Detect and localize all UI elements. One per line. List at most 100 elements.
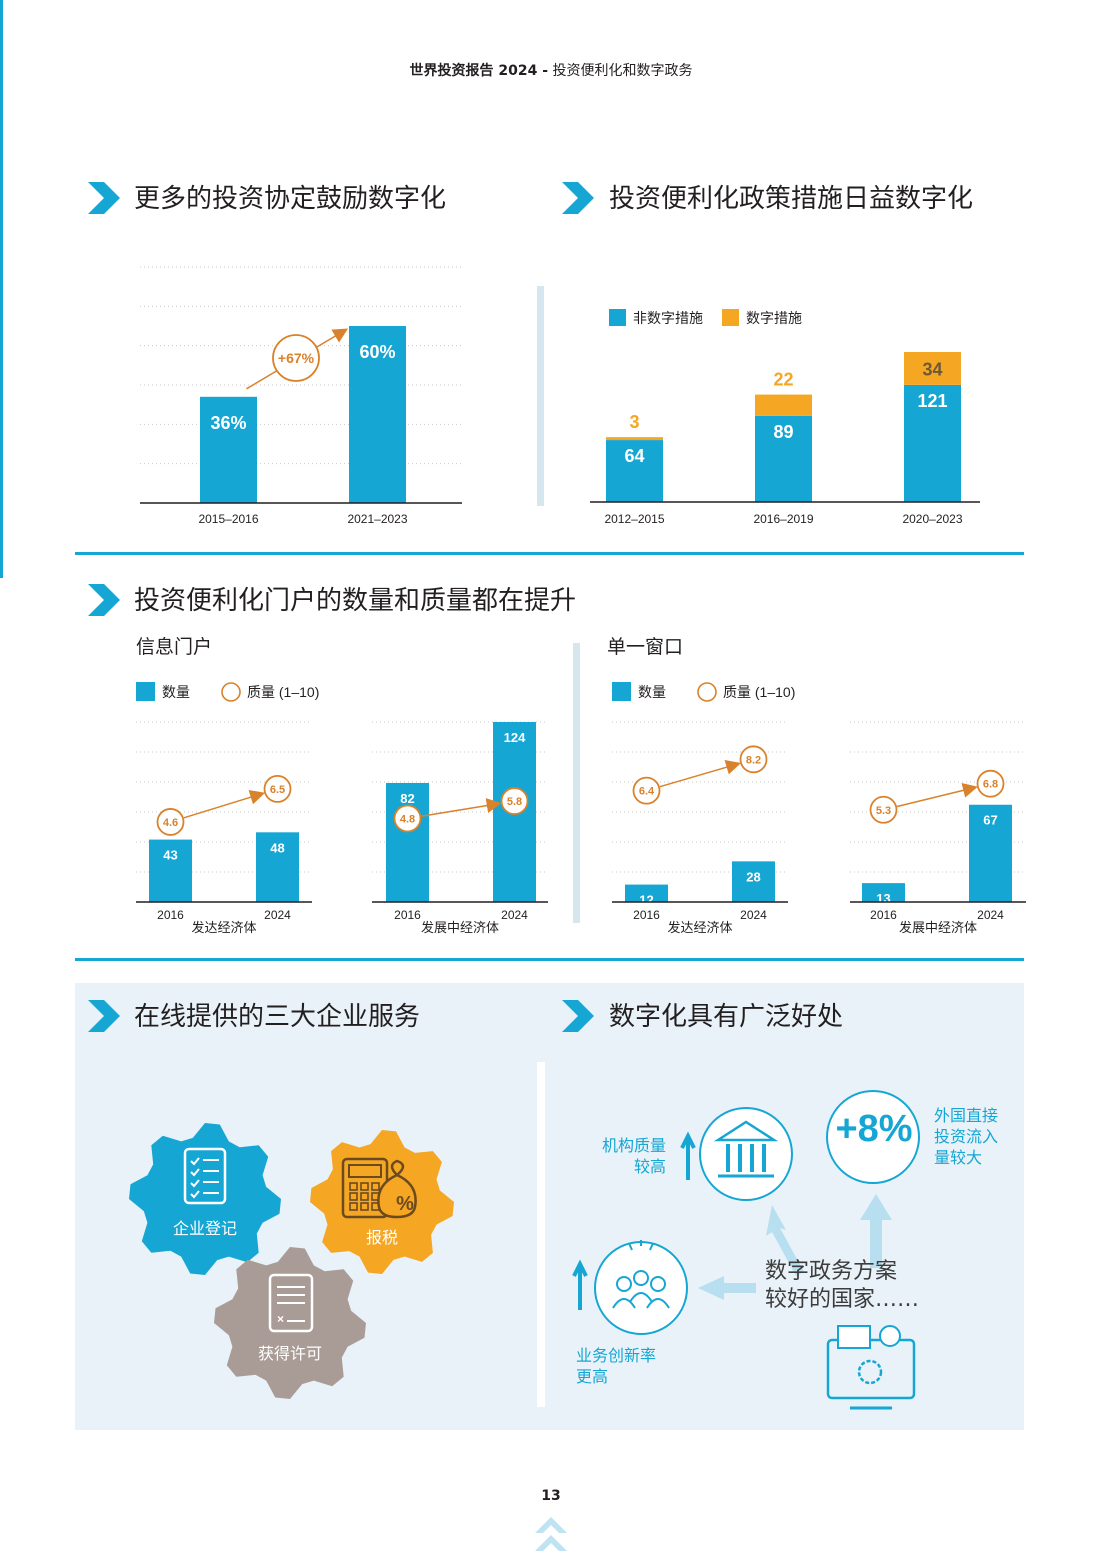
quality-value: 6.4 xyxy=(639,786,655,798)
innovation-circle xyxy=(594,1241,688,1335)
section-title-measures: 投资便利化政策措施日益数字化 xyxy=(609,184,974,214)
quality-marker xyxy=(632,776,661,805)
chevron-up-icon xyxy=(535,1517,567,1551)
service-tax-label: 报税 xyxy=(365,1228,398,1247)
check-icon xyxy=(190,1157,200,1166)
bar-count-2024 xyxy=(732,861,775,902)
bar-value-count: 82 xyxy=(400,791,414,806)
permit-document-icon xyxy=(268,1273,314,1333)
bank-roof-icon xyxy=(713,1120,779,1142)
fdi-circle xyxy=(826,1090,920,1184)
person-head-icon xyxy=(633,1270,649,1286)
bar-2015–2016 xyxy=(200,396,257,503)
bar-value-digital: 34 xyxy=(922,359,942,379)
bar-count-2016 xyxy=(625,884,668,902)
quality-marker xyxy=(393,804,422,833)
report-subtitle: 投资便利化和数字政务 xyxy=(552,63,693,79)
quality-marker xyxy=(976,769,1005,798)
section-title-portals: 投资便利化门户的数量和质量都在提升 xyxy=(134,586,577,616)
service-registration-label: 企业登记 xyxy=(172,1219,237,1238)
bar-2021–2023 xyxy=(349,326,406,503)
calculator-key xyxy=(349,1202,358,1211)
quality-value: 4.8 xyxy=(400,813,415,825)
tick-label: 2020–2023 xyxy=(902,512,962,526)
pointer-arrow-institution xyxy=(766,1205,804,1276)
legend-label-digital: 数字措施 xyxy=(746,310,802,326)
section-chevron-icon xyxy=(562,182,594,214)
tick-label: 2021–2023 xyxy=(347,512,407,526)
growth-annotation: +67% xyxy=(278,350,315,366)
legend-swatch-quality xyxy=(221,682,241,702)
bar-value-count: 13 xyxy=(876,891,890,906)
subtitle-single-window: 单一窗口 xyxy=(607,636,684,658)
bar-value-count: 67 xyxy=(983,813,997,828)
benefit-fdi-text: 外国直接 投资流入 量较大 xyxy=(934,1106,999,1167)
tick-label: 2024 xyxy=(977,908,1004,922)
calculator-key xyxy=(360,1192,369,1201)
tick-label: 2024 xyxy=(740,908,767,922)
quality-value: 6.8 xyxy=(983,779,998,791)
document-window-icon xyxy=(837,1325,871,1349)
tick-label: 2024 xyxy=(501,908,528,922)
section-chevron-icon xyxy=(88,1000,120,1032)
bar-count-2016 xyxy=(149,839,192,902)
calculator-key xyxy=(371,1182,380,1191)
clipboard-icon xyxy=(183,1147,227,1205)
section-chevron-icon xyxy=(562,1000,594,1032)
benefit-innovation-text: 业务创新率 更高 xyxy=(576,1346,657,1386)
quality-arrow xyxy=(896,783,978,808)
bar-count-2016 xyxy=(386,782,429,902)
legend-swatch-quality xyxy=(697,682,717,702)
legend-swatch-count xyxy=(612,682,631,701)
tick-label: 2016–2019 xyxy=(753,512,813,526)
vertical-separator xyxy=(573,643,580,923)
bar-value-count: 48 xyxy=(270,840,284,855)
page-edge-strip xyxy=(0,0,3,578)
money-bag-icon xyxy=(377,1159,417,1219)
services-gears: %× xyxy=(129,1123,454,1399)
page-header: 世界投资报告 2024 - 投资便利化和数字政务 xyxy=(0,60,1102,80)
quality-arrow xyxy=(183,789,266,819)
group-label: 发展中经济体 xyxy=(421,920,499,935)
person-body-icon xyxy=(646,1298,670,1309)
quality-value: 8.2 xyxy=(746,754,761,766)
group-label: 发达经济体 xyxy=(667,920,732,935)
chart-agreements: 36% 2015–2016 60% 2021–2023 +67% xyxy=(140,266,462,526)
benefit-center-text: 数字政务方案 较好的国家…… xyxy=(765,1259,920,1312)
bar-value-non-digital: 89 xyxy=(773,422,793,442)
bar-value-count: 43 xyxy=(163,848,177,863)
check-icon xyxy=(190,1168,200,1177)
person-head-icon xyxy=(616,1276,632,1292)
section-chevron-icon xyxy=(88,584,120,616)
bar-value-count: 124 xyxy=(504,730,526,745)
legend-swatch-non-digital xyxy=(609,309,626,326)
quality-arrow xyxy=(659,759,742,788)
group-label: 发展中经济体 xyxy=(899,920,977,935)
quality-marker xyxy=(263,775,292,803)
page-number: 13 xyxy=(541,1488,561,1504)
person-body-icon xyxy=(612,1298,636,1309)
quality-marker xyxy=(739,745,768,774)
tick-label: 2024 xyxy=(264,908,291,922)
tick-label: 2016 xyxy=(157,908,184,922)
tick-label: 2016 xyxy=(870,908,897,922)
gear-registration-icon-body xyxy=(143,1137,267,1261)
bar-digital-2012–2015 xyxy=(606,437,663,441)
check-icon xyxy=(190,1190,200,1199)
benefit-institution-text: 机构质量 较高 xyxy=(601,1136,666,1176)
person-head-icon xyxy=(650,1276,666,1292)
calculator-key xyxy=(349,1192,358,1201)
up-arrow-icon xyxy=(680,1131,696,1180)
growth-badge xyxy=(272,334,320,382)
quality-marker xyxy=(156,808,185,836)
bar-count-2024 xyxy=(256,832,299,902)
bulb-icon xyxy=(879,1325,901,1347)
check-icon xyxy=(190,1179,200,1188)
pointer-arrow-innovation xyxy=(698,1276,756,1300)
bar-value-count: 28 xyxy=(746,869,760,884)
calculator-key xyxy=(360,1202,369,1211)
chart-measures: 非数字措施 数字措施 64 3 2012–2015 89 22 2016–2019 121 34 2… xyxy=(590,309,980,526)
legend-label-count: 数量 xyxy=(162,684,190,700)
idea-ray xyxy=(628,1243,633,1251)
legend-label-count: 数量 xyxy=(638,684,666,700)
